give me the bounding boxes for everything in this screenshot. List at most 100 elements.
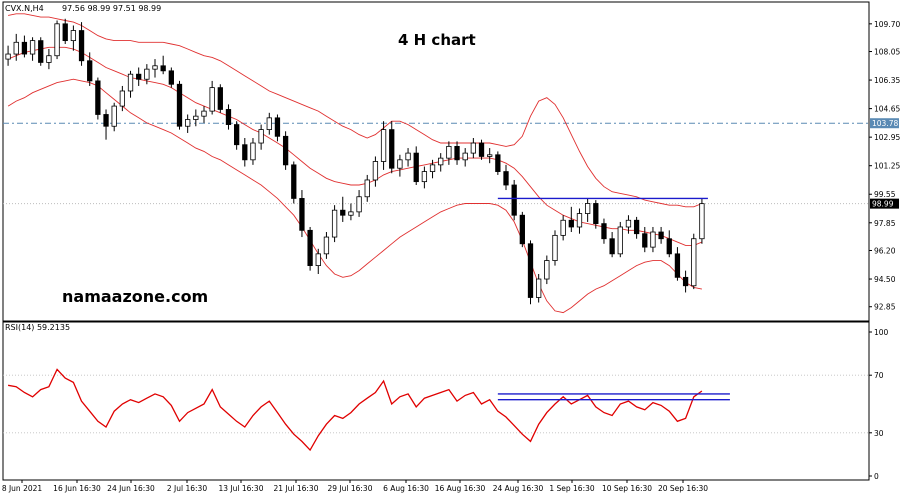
- candle-body-up: [266, 117, 272, 130]
- candle-body-up: [185, 119, 191, 127]
- candle: [46, 49, 52, 70]
- price-tick-label: 108.05: [874, 48, 900, 57]
- candle: [38, 37, 44, 66]
- candle: [356, 190, 362, 217]
- candle-body-down: [519, 214, 525, 245]
- candle: [699, 198, 705, 244]
- rsi-panel: 100 70 30 0 RSI(14) 59.2135: [2, 321, 889, 481]
- candle: [503, 164, 509, 191]
- candle-body-up: [380, 129, 387, 162]
- candle-body-down: [674, 253, 681, 278]
- candle: [225, 104, 232, 130]
- candle-body-up: [397, 159, 403, 169]
- candle: [315, 248, 321, 274]
- candle-body-down: [103, 114, 109, 127]
- candle-body-down: [242, 144, 248, 161]
- candle-body-up: [429, 164, 436, 172]
- price-tick-label: 97.85: [874, 219, 896, 228]
- candle: [609, 232, 615, 258]
- candle: [13, 33, 19, 61]
- candle-body-up: [536, 278, 542, 298]
- candle: [495, 151, 501, 175]
- candle: [560, 215, 566, 241]
- candle: [323, 232, 330, 259]
- candle: [389, 121, 395, 174]
- price-tick-label: 94.50: [874, 275, 896, 284]
- time-tick-label: 8 Jun 2021: [2, 484, 43, 493]
- price-tick-label: 96.20: [874, 246, 896, 255]
- price-tick-label: 92.85: [874, 303, 896, 312]
- candle-body-down: [282, 135, 289, 166]
- candle-body-down: [495, 154, 501, 172]
- candle: [405, 148, 411, 167]
- candle-body-up: [356, 196, 362, 213]
- candle-body-up: [438, 157, 444, 166]
- candle-body-down: [95, 80, 101, 115]
- main-panel: 109.70 108.05 106.35 104.65 102.95 101.25 99.5…: [2, 1, 900, 322]
- candle-body-up: [70, 30, 77, 42]
- candle: [478, 139, 485, 160]
- candle: [70, 25, 77, 51]
- candle-body-up: [193, 115, 199, 120]
- candle: [54, 20, 60, 60]
- candle: [111, 102, 117, 132]
- candle-body-up: [470, 142, 477, 154]
- candle-body-up: [617, 226, 623, 255]
- candle-body-down: [274, 117, 281, 137]
- candle: [152, 59, 158, 78]
- candle-body-up: [111, 105, 117, 127]
- candle-body-down: [340, 209, 346, 216]
- candle-body-up: [364, 179, 370, 198]
- candle: [340, 196, 346, 222]
- candle: [380, 121, 387, 170]
- candle: [282, 131, 289, 170]
- candle: [274, 114, 281, 142]
- price-tick-label: 99.55: [874, 190, 896, 199]
- candle-body-up: [54, 23, 60, 57]
- candle-body-up: [487, 154, 493, 157]
- candle: [266, 112, 272, 135]
- candle-body-down: [527, 243, 534, 298]
- candle: [519, 211, 525, 248]
- candle: [666, 230, 672, 258]
- candle: [617, 221, 623, 258]
- candle-body-up: [46, 55, 52, 63]
- resistance-price-label: 103.78: [872, 119, 898, 128]
- candle-body-up: [552, 234, 558, 261]
- candle: [201, 106, 207, 123]
- candle: [633, 216, 640, 239]
- watermark: namaazone.com: [62, 287, 208, 306]
- candle-body-down: [21, 41, 28, 55]
- candle-body-down: [413, 152, 419, 183]
- candle-body-down: [642, 233, 648, 248]
- candle-body-up: [258, 129, 264, 144]
- candle-body-up: [144, 68, 150, 80]
- price-tick-label: 109.70: [874, 20, 900, 29]
- candle-body-up: [576, 213, 583, 228]
- candle-body-down: [299, 198, 305, 231]
- candle: [233, 121, 240, 150]
- candle: [348, 203, 354, 221]
- candle: [601, 218, 607, 244]
- candle: [87, 52, 93, 86]
- candle-body-up: [372, 161, 379, 181]
- candle-body-down: [503, 171, 509, 186]
- candle: [5, 45, 11, 66]
- candle: [299, 190, 305, 238]
- candle: [674, 247, 681, 281]
- time-tick-label: 21 Jul 16:30: [274, 484, 319, 493]
- candle: [144, 64, 150, 85]
- candle-body-down: [307, 229, 313, 266]
- candle-body-down: [233, 124, 240, 146]
- candle-body-down: [38, 40, 44, 63]
- candle-body-up: [152, 65, 158, 70]
- candle-body-down: [511, 184, 517, 216]
- symbol-label: CVX.N,H4: [5, 4, 44, 13]
- candle-body-up: [544, 260, 550, 280]
- candle-body-down: [217, 87, 223, 110]
- bollinger-bands: [7, 13, 703, 314]
- candle-body-up: [331, 209, 338, 238]
- candle-body-up: [699, 203, 705, 240]
- candle: [21, 35, 28, 58]
- candle: [650, 226, 656, 253]
